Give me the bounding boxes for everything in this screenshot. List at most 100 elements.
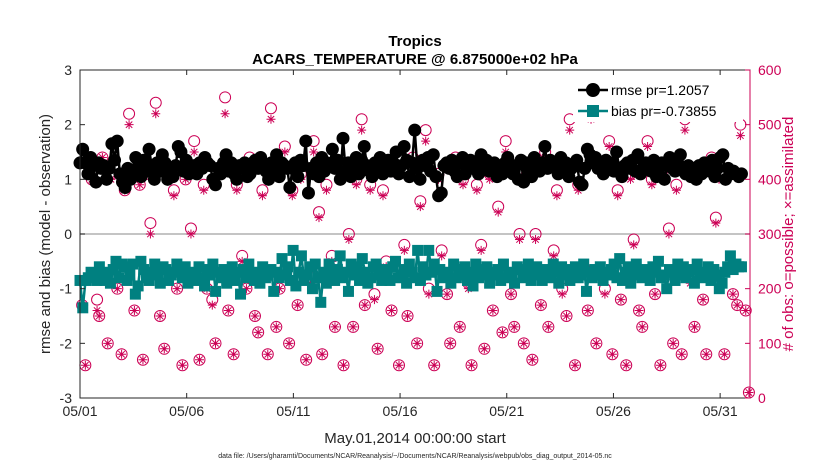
obs-possible-point	[569, 359, 582, 372]
obs-possible-point	[291, 299, 304, 312]
bias-point	[176, 272, 188, 284]
obs-possible-point	[453, 320, 466, 333]
obs-assimilated-point	[210, 338, 220, 348]
obs-assimilated-point	[497, 327, 507, 337]
obs-possible-point	[209, 337, 222, 350]
bias-point	[666, 266, 678, 278]
bias-point	[459, 261, 471, 273]
bias-point	[578, 258, 590, 270]
bias-point	[229, 274, 241, 286]
obs-possible-point	[731, 299, 744, 312]
obs-assimilated-point	[445, 338, 455, 348]
obs-assimilated-point	[159, 344, 169, 354]
obs-possible-point	[149, 96, 162, 109]
bias-point	[434, 264, 446, 276]
obs-assimilated-point	[637, 322, 647, 332]
obs-assimilated-point	[339, 360, 349, 370]
x-tick-label: 05/26	[596, 403, 631, 419]
obs-assimilated-point	[728, 289, 738, 299]
x-axis-label: May.01,2014 00:00:00 start	[324, 430, 506, 447]
bias-point	[331, 264, 343, 276]
rmse-point	[657, 172, 671, 186]
obs-assimilated-point	[301, 355, 311, 365]
bias-point	[301, 269, 313, 281]
y-right-tick-label: 0	[758, 390, 766, 406]
obs-possible-point	[726, 288, 739, 301]
bias-point	[556, 261, 568, 273]
obs-assimilated-point	[515, 234, 525, 244]
obs-assimilated-point	[330, 322, 340, 332]
bias-point	[622, 261, 634, 273]
legend-box	[573, 78, 743, 122]
rmse-point	[283, 181, 297, 195]
bias-point	[315, 296, 327, 308]
rmse-point	[615, 170, 629, 184]
obs-assimilated-point	[493, 207, 503, 217]
rmse-point	[291, 170, 305, 184]
bias-point	[594, 261, 606, 273]
obs-assimilated-point	[275, 284, 285, 294]
obs-possible-point	[136, 353, 149, 366]
bias-point	[592, 269, 604, 281]
obs-assimilated-point	[403, 311, 413, 321]
bias-point	[290, 280, 302, 292]
bias-point	[348, 269, 360, 281]
bias-point	[711, 269, 723, 281]
bias-point	[284, 274, 296, 286]
bias-point	[445, 277, 457, 289]
obs-assimilated-point	[253, 327, 263, 337]
obs-assimilated-point	[479, 344, 489, 354]
legend-rmse-marker	[586, 83, 600, 97]
obs-assimilated-point	[509, 322, 519, 332]
obs-assimilated-point	[394, 360, 404, 370]
bias-point	[658, 269, 670, 281]
obs-possible-point	[252, 326, 265, 339]
obs-possible-point	[526, 353, 539, 366]
obs-possible-point	[649, 288, 662, 301]
obs-possible-point	[688, 320, 701, 333]
y-left-tick-label: -3	[60, 390, 73, 406]
obs-assimilated-point	[442, 289, 452, 299]
bias-point	[497, 258, 509, 270]
obs-possible-point	[219, 91, 232, 104]
bias-point	[522, 258, 534, 270]
bias-point	[356, 253, 368, 265]
rmse-series	[73, 123, 748, 203]
rmse-point	[262, 172, 276, 186]
obs-assimilated-point	[570, 360, 580, 370]
x-tick-label: 05/01	[62, 403, 97, 419]
obs-possible-point	[158, 342, 171, 355]
obs-assimilated-point	[284, 338, 294, 348]
bias-point	[323, 258, 335, 270]
obs-assimilated-point	[186, 229, 196, 239]
bias-point	[376, 274, 388, 286]
obs-assimilated-point	[629, 240, 639, 250]
obs-assimilated-point	[387, 306, 397, 316]
rmse-point	[352, 167, 366, 181]
obs-assimilated-point	[557, 289, 567, 299]
bias-point	[506, 269, 518, 281]
rmse-point	[397, 140, 411, 154]
bias-point	[320, 277, 332, 289]
obs-possible-point	[401, 310, 414, 322]
obs-assimilated-point	[314, 213, 324, 223]
bias-point	[672, 258, 684, 270]
obs-possible-point	[499, 135, 512, 148]
obs-assimilated-point	[250, 311, 260, 321]
bias-point	[533, 266, 545, 278]
bias-point	[461, 274, 473, 286]
obs-assimilated-point	[369, 295, 379, 305]
bias-point	[273, 272, 285, 284]
y-axis-label-left: rmse and bias (model - observation)	[37, 114, 54, 354]
rmse-point	[434, 186, 448, 200]
obs-assimilated-point	[155, 311, 165, 321]
obs-possible-point	[606, 348, 619, 361]
obs-possible-point	[101, 337, 114, 350]
bias-point	[456, 269, 468, 281]
bias-point	[401, 277, 413, 289]
obs-assimilated-point	[690, 322, 700, 332]
bias-point	[705, 274, 717, 286]
obs-assimilated-point	[351, 180, 361, 190]
obs-assimilated-point	[536, 300, 546, 310]
legend-bias-label: bias pr=-0.73855	[611, 103, 717, 119]
